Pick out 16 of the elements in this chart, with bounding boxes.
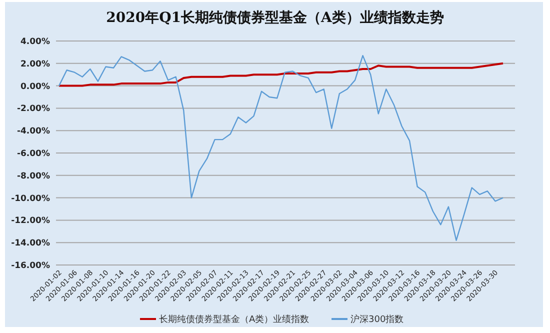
y-tick-label: 4.00% xyxy=(20,36,50,47)
y-tick-label: 2.00% xyxy=(20,59,50,70)
y-tick-label: -12.00% xyxy=(11,216,50,226)
legend-label: 长期纯债债券型基金（A类）业绩指数 xyxy=(159,314,310,326)
line-series xyxy=(58,62,504,87)
chart-title: 2020年Q1长期纯债债券型基金（A类）业绩指数走势 xyxy=(106,10,444,26)
y-tick-label: -2.00% xyxy=(16,104,50,114)
y-tick-label: -10.00% xyxy=(11,194,50,204)
line-series xyxy=(58,54,504,241)
y-tick-label: -16.00% xyxy=(11,260,50,271)
y-tick-label: 0.00% xyxy=(20,82,50,92)
y-tick-label: -4.00% xyxy=(16,126,50,137)
legend-label: 沪深300指数 xyxy=(350,314,404,326)
y-tick-label: -8.00% xyxy=(16,171,50,182)
y-tick-label: -6.00% xyxy=(16,148,50,159)
y-tick-label: -14.00% xyxy=(11,238,50,249)
